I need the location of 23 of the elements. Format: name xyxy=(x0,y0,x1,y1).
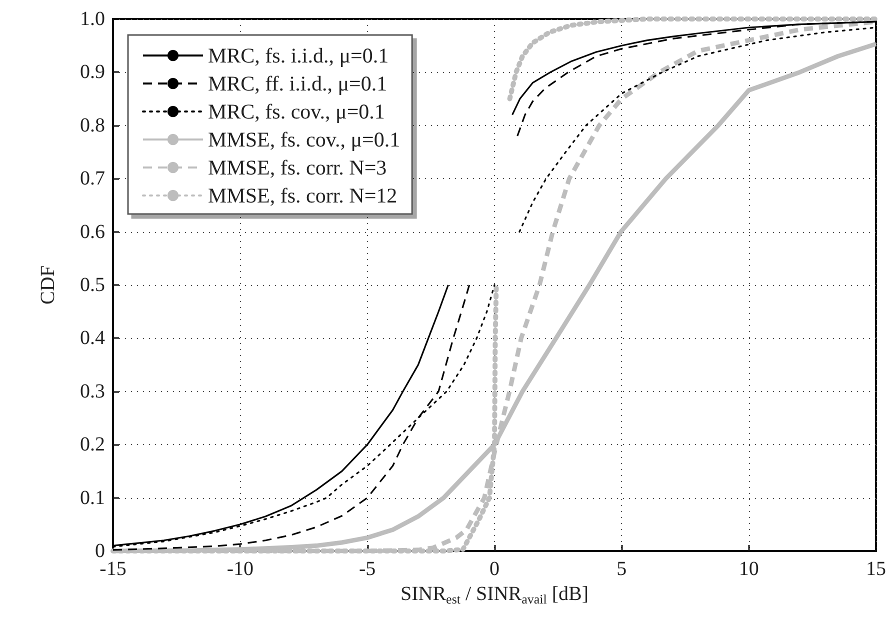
x-tick-label: 15 xyxy=(866,558,886,580)
x-tick-label: 5 xyxy=(616,558,627,580)
y-tick-label: 0.9 xyxy=(80,61,105,84)
x-tick-label: -5 xyxy=(358,558,376,580)
y-tick-label: 1.0 xyxy=(80,8,105,30)
legend-label: MMSE, fs. corr. N=12 xyxy=(208,184,398,208)
x-tick-label: 10 xyxy=(738,558,759,580)
x-tick-label: 0 xyxy=(490,558,500,580)
x-tick-label: -10 xyxy=(226,558,254,580)
y-tick-label: 0.3 xyxy=(80,380,105,402)
legend-label: MMSE, fs. corr. N=3 xyxy=(208,156,387,180)
y-tick-label: 0.1 xyxy=(80,486,105,509)
legend-label: MRC, ff. i.i.d., μ=0.1 xyxy=(208,72,388,96)
y-tick-label: 0.2 xyxy=(80,434,105,456)
y-tick-label: 0.4 xyxy=(80,327,105,350)
legend-label: MMSE, fs. cov., μ=0.1 xyxy=(208,128,400,152)
y-tick-label: 0.5 xyxy=(80,274,105,296)
legend-label: MRC, fs. cov., μ=0.1 xyxy=(208,100,385,124)
legend-label: MRC, fs. i.i.d., μ=0.1 xyxy=(208,44,389,68)
y-tick-label: 0.6 xyxy=(80,220,105,243)
y-axis-title: CDF xyxy=(37,266,59,304)
y-tick-label: 0.7 xyxy=(80,168,105,190)
y-tick-label: 0.8 xyxy=(80,114,105,136)
